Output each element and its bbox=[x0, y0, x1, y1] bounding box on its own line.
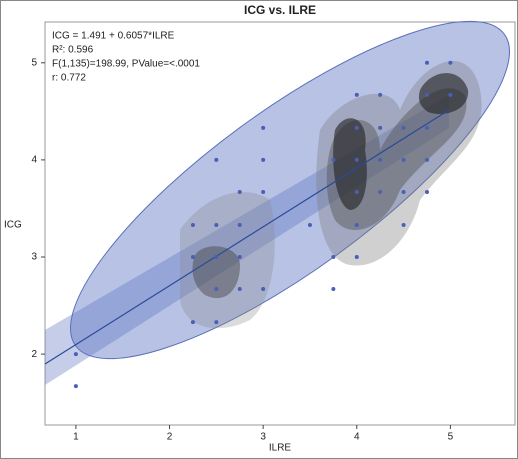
point bbox=[378, 92, 383, 97]
point bbox=[237, 189, 242, 194]
y-tick-label: 5 bbox=[31, 57, 37, 68]
point bbox=[354, 92, 359, 97]
point bbox=[424, 125, 429, 130]
point bbox=[261, 287, 266, 292]
point bbox=[401, 189, 406, 194]
point bbox=[331, 157, 336, 162]
y-tick-label: 2 bbox=[31, 349, 37, 360]
point bbox=[354, 157, 359, 162]
contour bbox=[333, 118, 367, 210]
point bbox=[261, 157, 266, 162]
regression-line bbox=[44, 109, 450, 365]
point bbox=[424, 60, 429, 65]
point bbox=[401, 222, 406, 227]
point bbox=[378, 125, 383, 130]
point bbox=[73, 352, 78, 357]
chart-title: ICG vs. ILRE bbox=[244, 3, 316, 17]
point bbox=[378, 189, 383, 194]
annotation: ICG = 1.491 + 0.6057*ILRE bbox=[52, 31, 175, 42]
point bbox=[261, 189, 266, 194]
point bbox=[354, 222, 359, 227]
density-ellipse bbox=[70, 20, 510, 360]
point bbox=[214, 222, 219, 227]
x-axis-label: ILRE bbox=[269, 443, 292, 454]
point bbox=[354, 189, 359, 194]
contour bbox=[180, 191, 275, 329]
point bbox=[331, 255, 336, 260]
contour bbox=[192, 246, 240, 299]
point bbox=[307, 222, 312, 227]
point bbox=[214, 255, 219, 260]
point bbox=[237, 287, 242, 292]
point bbox=[190, 222, 195, 227]
y-axis-label: ICG bbox=[4, 220, 22, 231]
point bbox=[424, 157, 429, 162]
point bbox=[401, 125, 406, 130]
point bbox=[190, 255, 195, 260]
point bbox=[237, 222, 242, 227]
y-tick-label: 3 bbox=[31, 252, 37, 263]
point bbox=[424, 189, 429, 194]
point bbox=[378, 157, 383, 162]
annotation: F(1,135)=198.99, PValue=<.0001 bbox=[52, 59, 200, 70]
point bbox=[261, 125, 266, 130]
x-tick-label: 4 bbox=[354, 432, 360, 443]
x-tick-label: 2 bbox=[167, 432, 173, 443]
point bbox=[214, 287, 219, 292]
density-layer bbox=[44, 20, 510, 385]
point bbox=[237, 255, 242, 260]
point bbox=[424, 92, 429, 97]
point bbox=[354, 255, 359, 260]
point bbox=[448, 92, 453, 97]
x-tick-label: 3 bbox=[260, 432, 266, 443]
x-tick-label: 1 bbox=[73, 432, 79, 443]
point bbox=[214, 320, 219, 325]
point bbox=[214, 157, 219, 162]
point bbox=[354, 125, 359, 130]
point bbox=[401, 157, 406, 162]
annotation: R²: 0.596 bbox=[52, 45, 94, 56]
point bbox=[448, 60, 453, 65]
point bbox=[73, 384, 78, 389]
x-tick-label: 5 bbox=[448, 432, 454, 443]
point bbox=[190, 320, 195, 325]
contour bbox=[418, 73, 469, 114]
y-tick-label: 4 bbox=[31, 155, 37, 166]
annotation: r: 0.772 bbox=[52, 73, 86, 84]
point bbox=[331, 287, 336, 292]
